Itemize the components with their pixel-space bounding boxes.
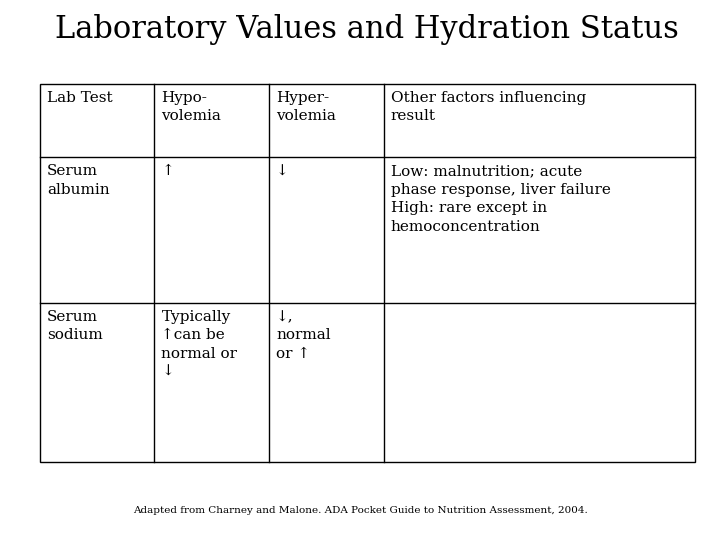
Text: ↑: ↑ (161, 164, 174, 178)
Text: Laboratory Values and Hydration Status: Laboratory Values and Hydration Status (55, 14, 679, 45)
Text: Other factors influencing
result: Other factors influencing result (391, 91, 586, 123)
Text: Adapted from Charney and Malone. ADA Pocket Guide to Nutrition Assessment, 2004.: Adapted from Charney and Malone. ADA Poc… (132, 506, 588, 515)
Text: Serum
albumin: Serum albumin (47, 164, 109, 197)
Text: ↓: ↓ (276, 164, 289, 178)
Text: Typically
↑can be
normal or
↓: Typically ↑can be normal or ↓ (161, 310, 238, 379)
Text: Hypo-
volemia: Hypo- volemia (161, 91, 221, 123)
Text: Hyper-
volemia: Hyper- volemia (276, 91, 336, 123)
Text: ↓,
normal
or ↑: ↓, normal or ↑ (276, 310, 330, 361)
Text: Lab Test: Lab Test (47, 91, 112, 105)
Bar (40, 84, 695, 462)
Text: Low: malnutrition; acute
phase response, liver failure
High: rare except in
hemo: Low: malnutrition; acute phase response,… (391, 164, 611, 234)
Text: Serum
sodium: Serum sodium (47, 310, 102, 342)
